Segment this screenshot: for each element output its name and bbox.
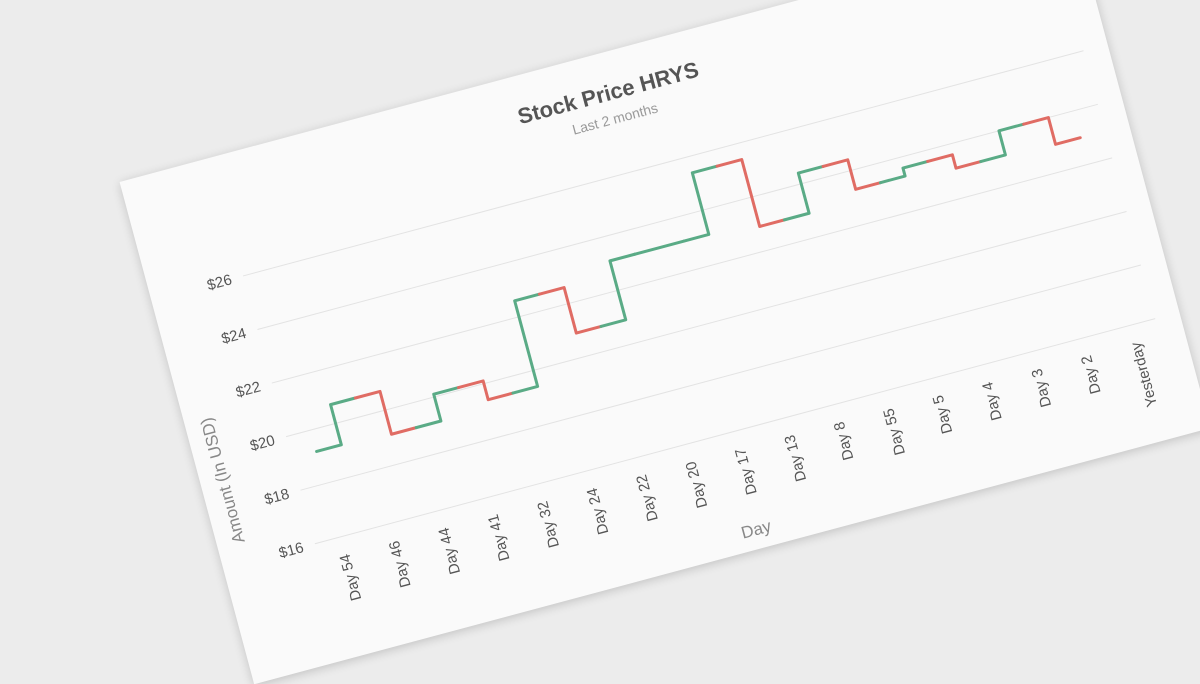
gridline: [314, 318, 1156, 545]
x-tick-label: Day 4: [979, 380, 1006, 422]
x-tick-label: Day 54: [337, 552, 366, 602]
x-tick-label: Day 17: [732, 446, 761, 496]
x-axis-ticks: Day 54 Day 46 Day 44 Day 41 Day 32 Day 24 Day …: [337, 340, 1161, 603]
y-axis-ticks: $16 $18 $20 $22 $24 $26: [205, 271, 305, 562]
series-step-segment: [821, 158, 882, 191]
x-tick-label: Yesterday: [1127, 340, 1161, 409]
series-step-segment: [633, 239, 686, 256]
gridline: [242, 50, 1084, 277]
x-tick-label: Day 20: [683, 459, 712, 509]
x-tick-label: Day 8: [831, 420, 858, 462]
x-tick-label: Day 24: [584, 486, 613, 536]
x-tick-label: Day 5: [930, 393, 957, 435]
x-tick-label: Day 32: [534, 499, 563, 549]
series-step-segment: [414, 386, 460, 430]
series-step-segment: [979, 122, 1026, 164]
y-tick-label: $22: [234, 378, 263, 401]
gridline: [271, 157, 1113, 384]
series-step-segment: [599, 252, 637, 328]
series-layer: [315, 116, 1082, 453]
series-step-segment: [926, 153, 983, 170]
series-step-segment: [782, 164, 825, 222]
x-tick-label: Day 13: [781, 433, 810, 483]
series-step-segment: [537, 286, 603, 335]
series-step-segment: [315, 396, 357, 453]
x-tick-label: Day 41: [485, 512, 514, 562]
y-tick-label: $26: [205, 271, 234, 294]
y-tick-label: $16: [277, 539, 306, 562]
stock-price-chart: $16$18$20$22$24$26 Day 54 Day 46 Day 44 Day…: [197, 50, 1161, 603]
x-axis-title: Day: [739, 516, 774, 542]
x-tick-label: Day 44: [435, 526, 464, 576]
series-step-segment: [878, 159, 930, 185]
gridline: [286, 210, 1127, 438]
gridline: [257, 103, 1098, 330]
x-tick-label: Day 46: [386, 539, 415, 589]
y-tick-label: $24: [220, 325, 249, 348]
x-tick-label: Day 2: [1078, 354, 1105, 396]
x-tick-label: Day 3: [1029, 367, 1056, 409]
series-step-segment: [715, 158, 786, 229]
y-tick-label: $20: [248, 432, 277, 455]
y-axis-title: Amount (In USD): [197, 415, 249, 545]
chart-card: $16 $18 $20 $22 $24 $26 Day 54 Day 46 Day 44 Day…: [119, 0, 1200, 684]
x-tick-label: Day 55: [880, 406, 909, 456]
series-step-segment: [682, 164, 719, 243]
x-tick-label: Day 22: [633, 473, 662, 523]
y-tick-label: $18: [263, 486, 292, 509]
gridline: [300, 264, 1141, 491]
series-step-segment: [456, 379, 515, 402]
series-step-segment: [353, 389, 418, 436]
grid-layer: [242, 50, 1156, 545]
series-step-segment: [511, 292, 541, 395]
series-step-segment: [1022, 116, 1082, 146]
